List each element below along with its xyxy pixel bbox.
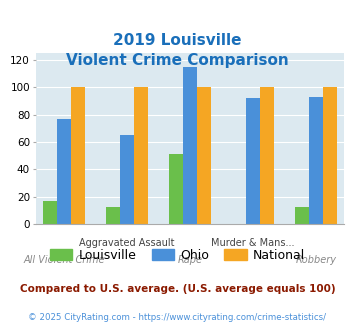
- Legend: Louisville, Ohio, National: Louisville, Ohio, National: [45, 244, 310, 267]
- Bar: [197, 87, 211, 224]
- Text: © 2025 CityRating.com - https://www.cityrating.com/crime-statistics/: © 2025 CityRating.com - https://www.city…: [28, 313, 327, 322]
- Bar: [134, 87, 148, 224]
- Bar: [120, 135, 134, 224]
- Text: Violent Crime Comparison: Violent Crime Comparison: [66, 53, 289, 68]
- Bar: [43, 201, 57, 224]
- Text: All Violent Crime: All Violent Crime: [23, 255, 105, 265]
- Bar: [246, 98, 260, 224]
- Bar: [260, 87, 274, 224]
- Text: Robbery: Robbery: [295, 255, 337, 265]
- Bar: [169, 154, 183, 224]
- Bar: [323, 87, 337, 224]
- Text: Murder & Mans...: Murder & Mans...: [211, 238, 295, 248]
- Bar: [295, 207, 309, 224]
- Text: Compared to U.S. average. (U.S. average equals 100): Compared to U.S. average. (U.S. average …: [20, 284, 335, 294]
- Bar: [183, 67, 197, 224]
- Bar: [106, 207, 120, 224]
- Bar: [71, 87, 84, 224]
- Text: Rape: Rape: [178, 255, 202, 265]
- Bar: [309, 97, 323, 224]
- Text: Aggravated Assault: Aggravated Assault: [79, 238, 175, 248]
- Bar: [57, 119, 71, 224]
- Text: 2019 Louisville: 2019 Louisville: [113, 33, 242, 48]
